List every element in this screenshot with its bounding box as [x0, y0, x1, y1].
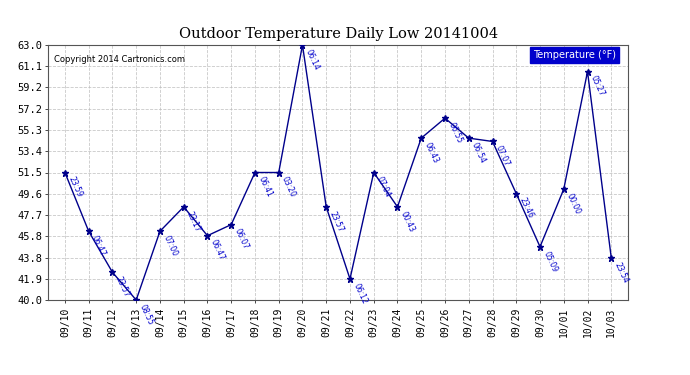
Text: 06:07: 06:07: [233, 227, 250, 251]
Text: 06:47: 06:47: [90, 234, 108, 258]
Text: 00:43: 00:43: [399, 210, 416, 233]
Text: 23:46: 23:46: [518, 196, 535, 220]
Text: 23:59: 23:59: [66, 175, 83, 199]
Text: 06:55: 06:55: [446, 121, 464, 145]
Title: Outdoor Temperature Daily Low 20141004: Outdoor Temperature Daily Low 20141004: [179, 27, 497, 41]
Text: 06:12: 06:12: [351, 282, 368, 305]
Text: 07:04: 07:04: [375, 175, 393, 199]
Text: Copyright 2014 Cartronics.com: Copyright 2014 Cartronics.com: [54, 55, 185, 64]
Text: Temperature (°F): Temperature (°F): [533, 50, 616, 60]
Text: 23:57: 23:57: [328, 210, 345, 233]
Text: 08:55: 08:55: [137, 303, 155, 326]
Text: 06:41: 06:41: [257, 175, 274, 199]
Text: 23:57: 23:57: [114, 275, 131, 299]
Text: 05:09: 05:09: [542, 249, 559, 273]
Text: 03:20: 03:20: [280, 175, 297, 199]
Text: 00:00: 00:00: [565, 192, 582, 216]
Text: 06:43: 06:43: [423, 141, 440, 165]
Text: 06:47: 06:47: [209, 238, 226, 262]
Text: 23:17: 23:17: [185, 210, 202, 233]
Text: 05:27: 05:27: [589, 74, 607, 98]
Text: 06:14: 06:14: [304, 48, 322, 71]
Text: 07:07: 07:07: [494, 144, 511, 168]
Text: 06:54: 06:54: [470, 141, 488, 165]
Text: 07:00: 07:00: [161, 234, 179, 258]
Text: 23:54: 23:54: [613, 261, 630, 284]
